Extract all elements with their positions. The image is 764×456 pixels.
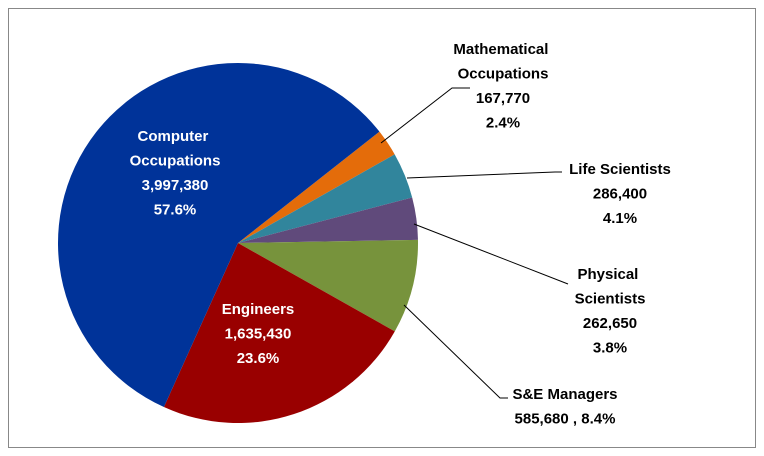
pie-slice [58, 63, 380, 408]
label-line: Computer [138, 128, 213, 145]
pie-slice [238, 239, 418, 332]
slice-label: Engineers [222, 301, 295, 318]
pie-slice [163, 243, 395, 423]
slice-value-label: 585,680 , 8.4% [515, 410, 616, 427]
percent-label: 3.8% [593, 339, 627, 356]
separator: , [569, 410, 582, 427]
count-label: 262,650 [583, 315, 637, 332]
pie-slice [238, 197, 418, 243]
label-line: Physical [577, 266, 642, 283]
slice-label: Computer Occupations [130, 128, 221, 170]
leader-line [413, 223, 569, 285]
leader-line [406, 171, 562, 179]
percent-label: 23.6% [237, 350, 280, 367]
slice-label: S&E Managers [512, 386, 617, 403]
percent-label: 57.6% [154, 201, 197, 218]
slice-label: Life Scientists [569, 161, 671, 178]
percent-label: 8.4% [581, 410, 615, 427]
slice-label: Physical Scientists [575, 266, 646, 308]
count-label: 1,635,430 [225, 325, 292, 342]
label-line: Occupations [458, 65, 549, 82]
leader-line [403, 304, 508, 399]
count-label: 3,997,380 [142, 177, 209, 194]
percent-label: 2.4% [486, 114, 520, 131]
count-label: 167,770 [476, 90, 530, 107]
count-label: 585,680 [515, 410, 569, 427]
pie-slice [238, 131, 395, 243]
count-label: 286,400 [593, 185, 647, 202]
leader-line [380, 87, 470, 144]
label-line: Mathematical [453, 41, 552, 58]
label-line: Scientists [575, 290, 646, 307]
slice-label: Mathematical Occupations [453, 41, 552, 83]
pie-slice [238, 154, 413, 243]
label-line: Occupations [130, 152, 221, 169]
percent-label: 4.1% [603, 210, 637, 227]
